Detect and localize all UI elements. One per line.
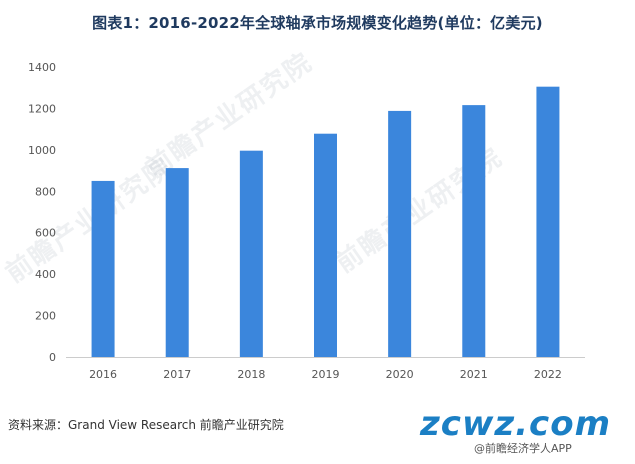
x-axis: 2016 2017 2018 2019 2020 2021 2022 (89, 368, 562, 381)
y-tick-label: 0 (49, 351, 56, 364)
y-tick-label: 1400 (28, 61, 56, 74)
bar-2021 (462, 105, 486, 357)
x-tick-label: 2017 (163, 368, 191, 381)
y-tick-label: 200 (35, 310, 56, 323)
x-tick-label: 2019 (312, 368, 340, 381)
x-tick-label: 2022 (534, 368, 562, 381)
y-tick-label: 1000 (28, 144, 56, 157)
x-tick-label: 2016 (89, 368, 117, 381)
y-tick-label: 400 (35, 268, 56, 281)
y-tick-label: 600 (35, 227, 56, 240)
brand-logo: zcwz.com (420, 404, 611, 444)
x-tick-label: 2020 (386, 368, 414, 381)
bar-2022 (536, 86, 560, 357)
y-axis: 0 200 400 600 800 1000 1200 1400 (28, 61, 56, 364)
bar-2019 (314, 133, 337, 357)
bar-2020 (388, 110, 412, 358)
x-tick-label: 2018 (237, 368, 265, 381)
source-note: 资料来源：Grand View Research 前瞻产业研究院 (8, 418, 284, 432)
y-tick-label: 1200 (28, 102, 56, 115)
bars (91, 86, 560, 358)
brand-subtitle: @前瞻经济学人APP (474, 442, 572, 455)
bar-2018 (239, 150, 263, 357)
y-tick-label: 800 (35, 185, 56, 198)
x-tick-label: 2021 (460, 368, 488, 381)
bar-2016 (91, 180, 115, 357)
bar-2017 (165, 168, 189, 357)
chart-title: 图表1：2016-2022年全球轴承市场规模变化趋势(单位：亿美元) (92, 14, 543, 32)
